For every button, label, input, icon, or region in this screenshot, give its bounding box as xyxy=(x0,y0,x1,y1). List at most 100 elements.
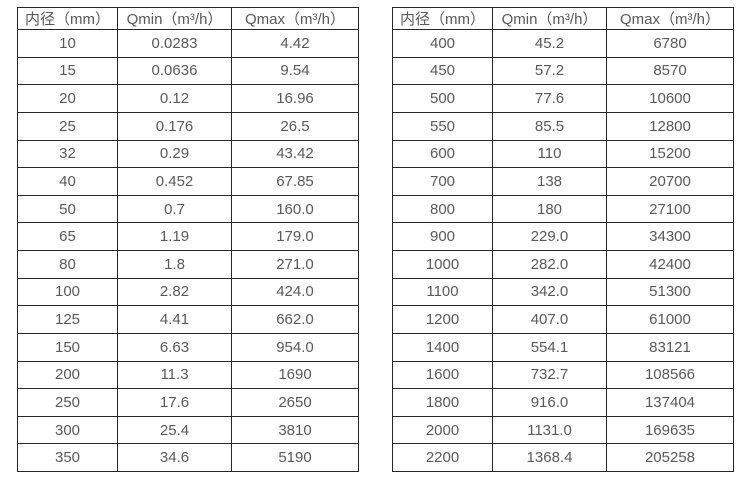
table-row: 800 180 27100 xyxy=(392,194,734,224)
cell-qmin: 57.2 xyxy=(492,56,607,86)
cell-diameter: 1400 xyxy=(392,332,493,362)
table-row: 40 0.452 67.85 xyxy=(17,167,359,196)
table-row: 400 45.2 6780 xyxy=(392,29,734,58)
cell-qmin: 2.82 xyxy=(117,277,232,307)
table-row: 10 0.0283 4.42 xyxy=(17,29,359,58)
cell-qmin: 6.63 xyxy=(117,332,232,362)
cell-diameter: 1200 xyxy=(392,305,493,334)
table-row: 250 17.6 2650 xyxy=(17,388,359,417)
cell-qmin: 77.6 xyxy=(492,84,607,113)
table-row: 65 1.19 179.0 xyxy=(17,222,359,251)
table-row: 500 77.6 10600 xyxy=(392,84,734,113)
table-row: 50 0.7 160.0 xyxy=(17,194,359,224)
cell-qmax: 26.5 xyxy=(231,111,359,141)
flow-table-small-diameters: 内径（mm） Qmin（m³/h） Qmax（m³/h） 10 0.0283 4.4… xyxy=(17,7,359,472)
cell-qmin: 732.7 xyxy=(492,360,607,390)
cell-qmin: 342.0 xyxy=(492,277,607,307)
cell-qmin: 11.3 xyxy=(117,360,232,390)
cell-qmin: 1368.4 xyxy=(492,443,607,472)
cell-qmax: 34300 xyxy=(606,222,734,251)
table-row: 700 138 20700 xyxy=(392,167,734,196)
cell-qmin: 85.5 xyxy=(492,111,607,141)
cell-qmax: 5190 xyxy=(231,443,359,472)
table-row: 125 4.41 662.0 xyxy=(17,305,359,334)
cell-qmin: 554.1 xyxy=(492,332,607,362)
cell-diameter: 700 xyxy=(392,167,493,196)
cell-diameter: 450 xyxy=(392,56,493,86)
cell-qmax: 15200 xyxy=(606,139,734,169)
cell-diameter: 600 xyxy=(392,139,493,169)
cell-qmax: 205258 xyxy=(606,443,734,472)
cell-qmax: 43.42 xyxy=(231,139,359,169)
cell-diameter: 400 xyxy=(392,29,493,58)
cell-qmin: 180 xyxy=(492,194,607,224)
table-row: 20 0.12 16.96 xyxy=(17,84,359,113)
cell-qmax: 3810 xyxy=(231,415,359,445)
cell-diameter: 125 xyxy=(17,305,118,334)
cell-qmax: 160.0 xyxy=(231,194,359,224)
cell-qmin: 407.0 xyxy=(492,305,607,334)
cell-qmax: 108566 xyxy=(606,360,734,390)
table-row: 25 0.176 26.5 xyxy=(17,111,359,141)
cell-qmax: 67.85 xyxy=(231,167,359,196)
cell-diameter: 550 xyxy=(392,111,493,141)
cell-qmin: 0.176 xyxy=(117,111,232,141)
cell-qmin: 4.41 xyxy=(117,305,232,334)
table-row: 1000 282.0 42400 xyxy=(392,250,734,279)
table-row: 2000 1131.0 169635 xyxy=(392,415,734,445)
cell-qmax: 20700 xyxy=(606,167,734,196)
cell-qmin: 45.2 xyxy=(492,29,607,58)
cell-diameter: 1800 xyxy=(392,388,493,417)
cell-diameter: 2000 xyxy=(392,415,493,445)
cell-qmin: 229.0 xyxy=(492,222,607,251)
col-header-diameter: 内径（mm） xyxy=(392,7,493,30)
table-row: 450 57.2 8570 xyxy=(392,56,734,86)
cell-qmin: 0.29 xyxy=(117,139,232,169)
cell-qmax: 61000 xyxy=(606,305,734,334)
cell-qmax: 8570 xyxy=(606,56,734,86)
col-header-qmin: Qmin（m³/h） xyxy=(492,7,607,30)
col-header-qmin: Qmin（m³/h） xyxy=(117,7,232,30)
cell-qmin: 17.6 xyxy=(117,388,232,417)
table-body: 400 45.2 6780 450 57.2 8570 500 77.6 10600 550 85.… xyxy=(392,29,734,472)
cell-qmax: 16.96 xyxy=(231,84,359,113)
cell-qmax: 83121 xyxy=(606,332,734,362)
cell-qmin: 1131.0 xyxy=(492,415,607,445)
cell-diameter: 25 xyxy=(17,111,118,141)
cell-qmax: 169635 xyxy=(606,415,734,445)
table-row: 2200 1368.4 205258 xyxy=(392,443,734,472)
table-row: 550 85.5 12800 xyxy=(392,111,734,141)
cell-diameter: 15 xyxy=(17,56,118,86)
cell-qmin: 1.19 xyxy=(117,222,232,251)
cell-qmin: 0.452 xyxy=(117,167,232,196)
cell-qmin: 916.0 xyxy=(492,388,607,417)
table-row: 1400 554.1 83121 xyxy=(392,332,734,362)
cell-qmax: 10600 xyxy=(606,84,734,113)
table-row: 600 110 15200 xyxy=(392,139,734,169)
cell-qmin: 0.0283 xyxy=(117,29,232,58)
cell-qmax: 6780 xyxy=(606,29,734,58)
cell-qmin: 25.4 xyxy=(117,415,232,445)
table-row: 100 2.82 424.0 xyxy=(17,277,359,307)
table-row: 1200 407.0 61000 xyxy=(392,305,734,334)
cell-qmin: 282.0 xyxy=(492,250,607,279)
cell-diameter: 65 xyxy=(17,222,118,251)
cell-qmax: 424.0 xyxy=(231,277,359,307)
cell-qmin: 138 xyxy=(492,167,607,196)
cell-diameter: 350 xyxy=(17,443,118,472)
cell-qmax: 2650 xyxy=(231,388,359,417)
cell-diameter: 2200 xyxy=(392,443,493,472)
col-header-qmax: Qmax（m³/h） xyxy=(606,7,734,30)
cell-diameter: 1600 xyxy=(392,360,493,390)
cell-diameter: 150 xyxy=(17,332,118,362)
cell-diameter: 32 xyxy=(17,139,118,169)
cell-qmin: 1.8 xyxy=(117,250,232,279)
cell-diameter: 50 xyxy=(17,194,118,224)
flow-table-large-diameters: 内径（mm） Qmin（m³/h） Qmax（m³/h） 400 45.2 6780… xyxy=(392,7,734,472)
cell-diameter: 900 xyxy=(392,222,493,251)
cell-qmax: 954.0 xyxy=(231,332,359,362)
header-row: 内径（mm） Qmin（m³/h） Qmax（m³/h） xyxy=(392,7,734,30)
table-row: 300 25.4 3810 xyxy=(17,415,359,445)
cell-diameter: 40 xyxy=(17,167,118,196)
table-row: 1800 916.0 137404 xyxy=(392,388,734,417)
